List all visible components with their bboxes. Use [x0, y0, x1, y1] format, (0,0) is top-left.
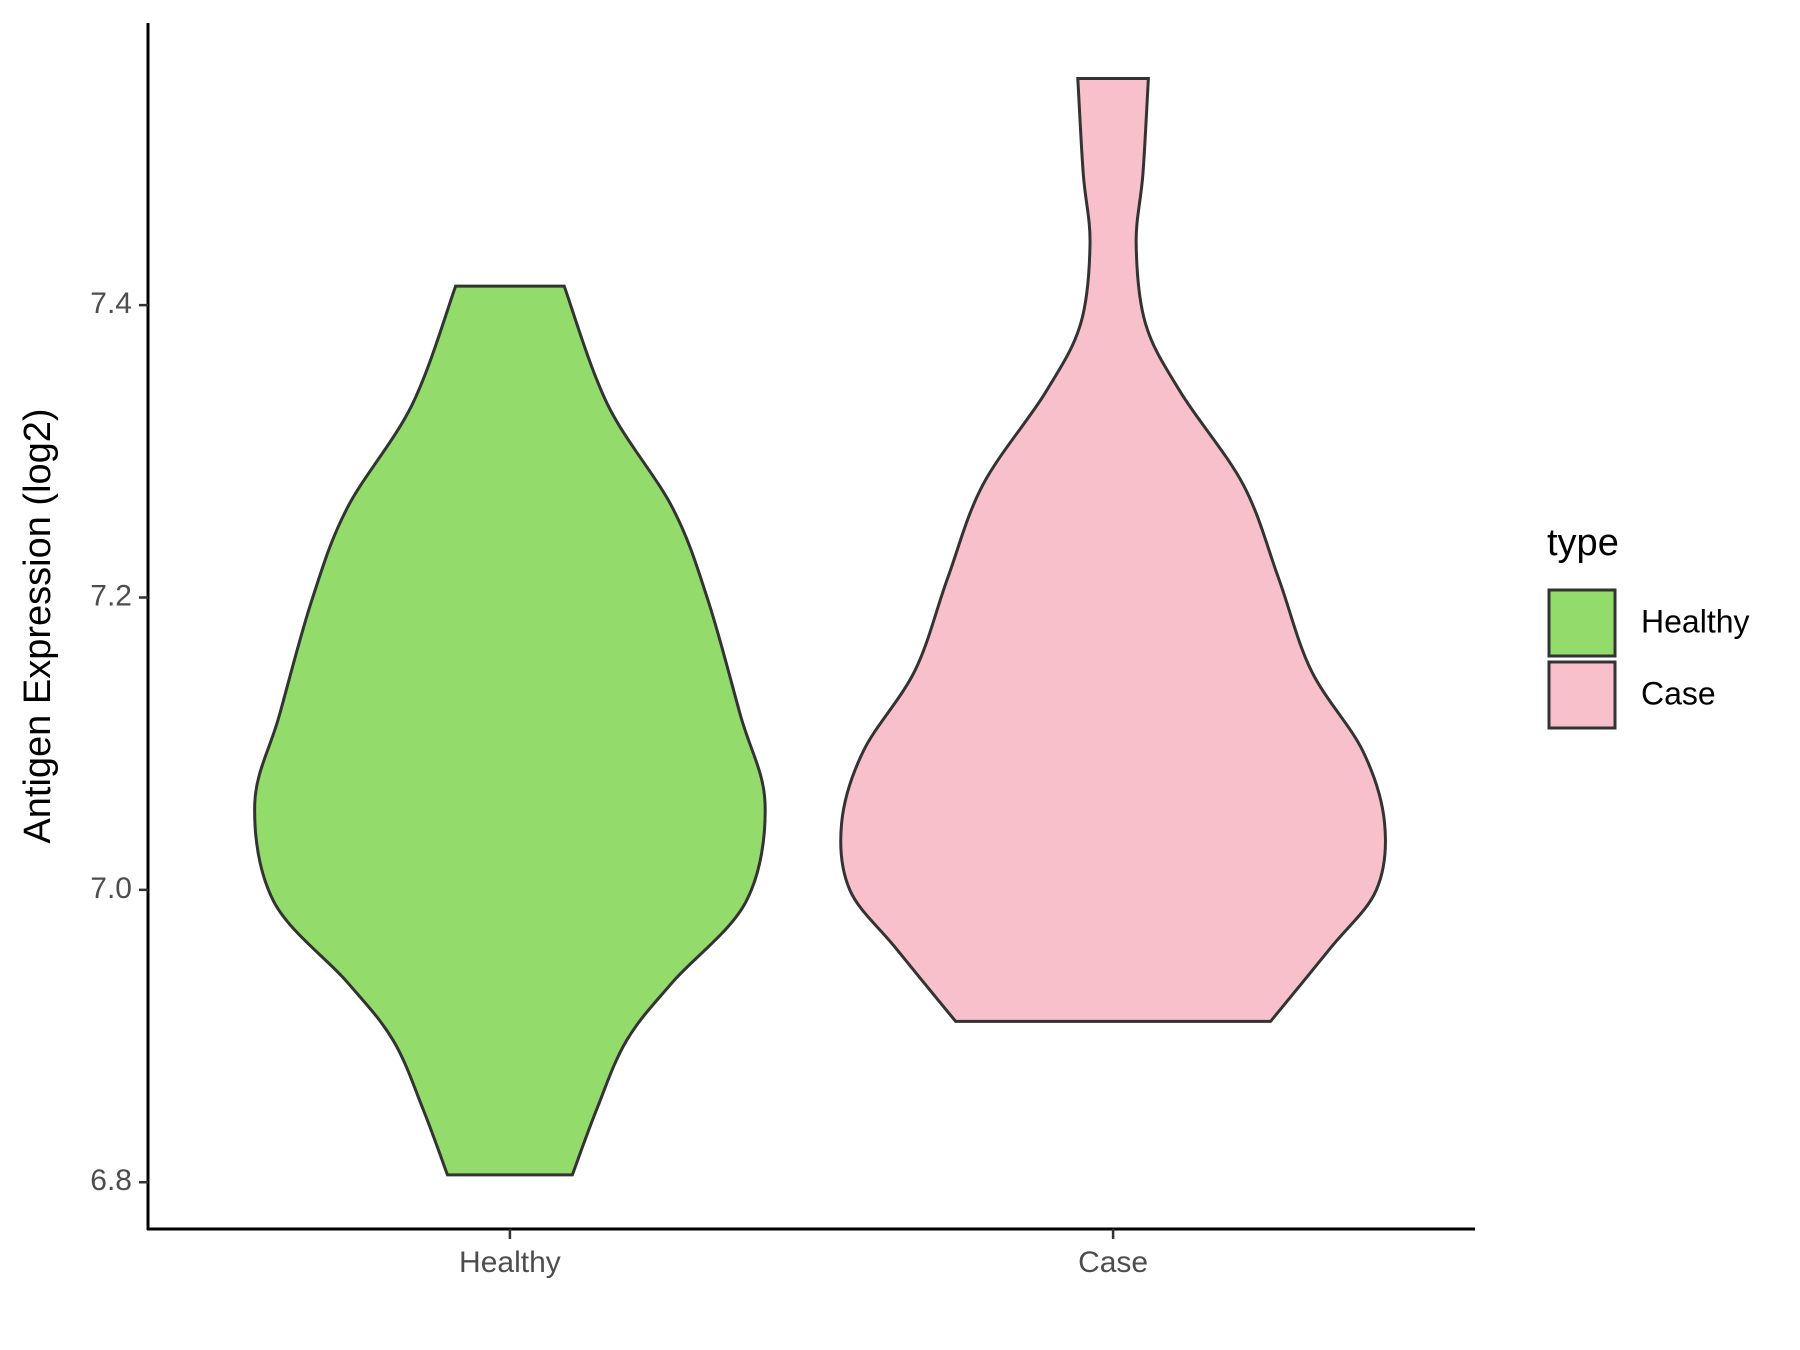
- violin: [839, 77, 1387, 1023]
- legend-key: [1547, 660, 1617, 730]
- legend-title: type: [1547, 522, 1619, 564]
- y-tick-label: 7.2: [90, 579, 132, 612]
- violin: [253, 284, 767, 1177]
- legend-key: [1547, 588, 1617, 658]
- x-tick-label: Healthy: [459, 1246, 561, 1279]
- x-tick-label: Case: [1078, 1246, 1148, 1279]
- y-tick-label: 7.4: [90, 287, 132, 320]
- legend-label: Case: [1641, 675, 1716, 711]
- y-axis-title: Antigen Expression (log2): [17, 408, 59, 843]
- legend-label: Healthy: [1641, 603, 1750, 639]
- y-tick-label: 7.0: [90, 872, 132, 905]
- y-tick-label: 6.8: [90, 1164, 132, 1197]
